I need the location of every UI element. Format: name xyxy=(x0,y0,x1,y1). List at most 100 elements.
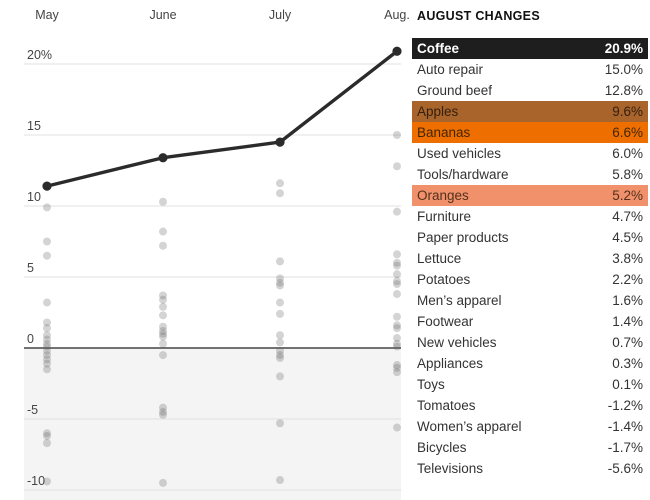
list-item[interactable]: Oranges 5.2% xyxy=(412,185,648,206)
category-dot xyxy=(159,241,167,250)
list-item[interactable]: Appliances 0.3% xyxy=(412,353,648,374)
category-dot xyxy=(43,203,51,212)
category-dots xyxy=(43,131,401,487)
category-dot xyxy=(43,298,51,307)
category-dot xyxy=(159,291,167,300)
list-item[interactable]: Auto repair 15.0% xyxy=(412,59,648,80)
category-dot xyxy=(159,410,167,419)
list-item[interactable]: Potatoes 2.2% xyxy=(412,269,648,290)
category-dot xyxy=(393,321,401,330)
item-value: 2.2% xyxy=(612,272,643,287)
category-dot xyxy=(393,207,401,216)
category-dot xyxy=(159,329,167,338)
item-value: 20.9% xyxy=(604,41,643,56)
category-dot xyxy=(43,331,51,340)
list-item[interactable]: Apples 9.6% xyxy=(412,101,648,122)
category-dot xyxy=(43,335,51,344)
item-label: Toys xyxy=(417,377,445,392)
category-dot xyxy=(159,295,167,304)
list-item[interactable]: Paper products 4.5% xyxy=(412,227,648,248)
item-label: Paper products xyxy=(417,230,509,245)
category-dot xyxy=(159,478,167,487)
list-item[interactable]: Bicycles -1.7% xyxy=(412,437,648,458)
category-dot xyxy=(393,368,401,377)
list-item[interactable]: Tomatoes -1.2% xyxy=(412,395,648,416)
y-tick-label: 5 xyxy=(27,261,34,275)
category-dot xyxy=(276,278,284,287)
list-item[interactable]: Coffee 20.9% xyxy=(412,38,648,59)
item-value: 12.8% xyxy=(604,83,643,98)
list-item[interactable]: Lettuce 3.8% xyxy=(412,248,648,269)
category-dot xyxy=(159,351,167,360)
category-dot xyxy=(276,331,284,340)
category-dot xyxy=(159,197,167,206)
y-tick-label: 20% xyxy=(27,48,52,62)
list-item[interactable]: Toys 0.1% xyxy=(412,374,648,395)
list-item[interactable]: Furniture 4.7% xyxy=(412,206,648,227)
y-tick-label: -5 xyxy=(27,403,38,417)
category-dot xyxy=(393,131,401,139)
list-item[interactable]: Ground beef 12.8% xyxy=(412,80,648,101)
category-dot xyxy=(159,302,167,311)
changes-list: Coffee 20.9% Auto repair 15.0% Ground be… xyxy=(412,38,648,479)
category-dot xyxy=(276,372,284,381)
item-label: Appliances xyxy=(417,356,484,371)
scatter-line-chart-svg[interactable]: 20% 15 10 5 0 -5 -10 May June July Aug. xyxy=(0,0,412,500)
category-dot xyxy=(43,318,51,327)
item-label: Used vehicles xyxy=(417,146,502,161)
item-value: 1.4% xyxy=(612,314,643,329)
category-dot xyxy=(393,339,401,348)
item-value: 9.6% xyxy=(612,104,643,119)
list-item[interactable]: Women’s apparel -1.4% xyxy=(412,416,648,437)
coffee-point xyxy=(42,181,52,191)
monthly-change-chart[interactable]: 20% 15 10 5 0 -5 -10 May June July Aug. xyxy=(0,0,412,500)
category-dot xyxy=(43,359,51,368)
item-value: -1.7% xyxy=(607,440,643,455)
list-item[interactable]: Bananas 6.6% xyxy=(412,122,648,143)
category-dot xyxy=(43,432,51,441)
coffee-line xyxy=(45,49,399,188)
category-dot xyxy=(393,280,401,289)
item-label: Tools/hardware xyxy=(417,167,509,182)
item-label: Furniture xyxy=(417,209,472,224)
coffee-point xyxy=(275,137,285,147)
category-dot xyxy=(393,277,401,286)
list-item[interactable]: New vehicles 0.7% xyxy=(412,332,648,353)
category-dot xyxy=(393,261,401,270)
category-dot xyxy=(159,311,167,320)
category-dot xyxy=(393,290,401,299)
item-value: 0.3% xyxy=(612,356,643,371)
category-dot xyxy=(393,334,401,343)
item-label: Tomatoes xyxy=(417,398,476,413)
list-item[interactable]: Used vehicles 6.0% xyxy=(412,143,648,164)
item-value: 0.1% xyxy=(612,377,643,392)
item-value: 4.5% xyxy=(612,230,643,245)
list-item[interactable]: Tools/hardware 5.8% xyxy=(412,164,648,185)
category-dot xyxy=(159,322,167,331)
item-label: Footwear xyxy=(417,314,474,329)
list-item[interactable]: Footwear 1.4% xyxy=(412,311,648,332)
august-changes-panel: AUGUST CHANGES Coffee 20.9% Auto repair … xyxy=(412,0,648,500)
item-value: 15.0% xyxy=(604,62,643,77)
category-dot xyxy=(159,326,167,335)
item-value: 4.7% xyxy=(612,209,643,224)
item-label: Televisions xyxy=(417,461,484,476)
item-label: Bicycles xyxy=(417,440,467,455)
category-dot xyxy=(276,274,284,283)
item-value: 0.7% xyxy=(612,335,643,350)
category-dot xyxy=(43,324,51,333)
y-tick-label: -10 xyxy=(27,474,45,488)
category-dot xyxy=(43,251,51,260)
category-dot xyxy=(393,363,401,372)
list-item[interactable]: Men’s apparel 1.6% xyxy=(412,290,648,311)
category-dot xyxy=(43,439,51,448)
item-value: 5.2% xyxy=(612,188,643,203)
category-dot xyxy=(393,270,401,279)
item-value: 6.0% xyxy=(612,146,643,161)
category-dot xyxy=(276,476,284,485)
category-dot xyxy=(43,365,51,374)
list-item[interactable]: Televisions -5.6% xyxy=(412,458,648,479)
category-dot xyxy=(393,342,401,351)
category-dot xyxy=(393,258,401,267)
category-dot xyxy=(276,353,284,362)
